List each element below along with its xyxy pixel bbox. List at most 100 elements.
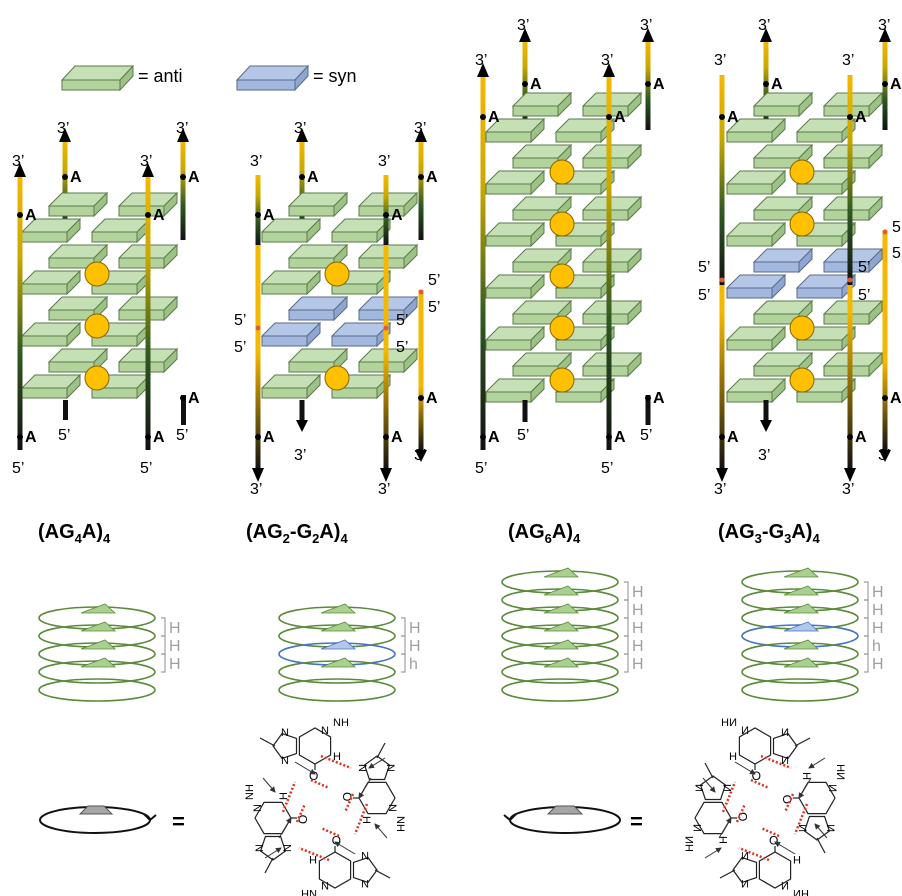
atom-N: N	[781, 727, 789, 739]
residue-dot	[17, 434, 23, 440]
atom-N: N	[722, 784, 734, 792]
strand-break-dot	[255, 325, 261, 331]
helix-plate	[543, 657, 580, 668]
arrowhead-icon	[415, 450, 427, 462]
residue-A: A	[426, 390, 438, 407]
residue-A: A	[855, 109, 867, 126]
syn-guanine-plate	[260, 321, 322, 348]
atom-NH: NH	[394, 816, 406, 832]
arrowhead-icon	[142, 163, 154, 177]
label-3prime: 3’	[842, 481, 854, 498]
label-3prime: 3’	[878, 17, 890, 34]
residue-dot	[480, 434, 486, 440]
atom-NH: NH	[301, 887, 317, 896]
atom-H: H	[333, 751, 341, 763]
strand-front-right	[383, 175, 389, 470]
metal-ion	[789, 211, 815, 237]
dipole-arrow	[718, 817, 732, 839]
strand-break-dot	[719, 277, 725, 283]
hydrogen-bond	[760, 826, 780, 838]
helix-bracket	[864, 617, 869, 637]
atom-N: N	[796, 824, 808, 832]
guanine-base: N N N O NH H	[684, 762, 750, 852]
residue-dot	[62, 174, 68, 180]
label-3prime: 3’	[250, 153, 262, 170]
residue-A: A	[614, 109, 626, 126]
residue-dot	[719, 114, 725, 120]
arrowhead-icon	[879, 28, 891, 42]
label-5prime: 5’	[58, 427, 70, 444]
residue-A: A	[727, 429, 739, 446]
strand-front-right	[606, 75, 612, 450]
label-5prime: 5’	[396, 312, 408, 329]
atom-N: N	[694, 784, 706, 792]
anti-guanine-plate	[581, 143, 643, 170]
atom-NH: NH	[244, 784, 256, 800]
ring-arrowhead-icon	[143, 813, 157, 821]
helix-plate	[783, 657, 820, 668]
metal-ion	[549, 367, 575, 393]
g-tetrad-structure-right: N N N O NH H N N N O NH H N N N O NH H N N N O NH H	[684, 717, 846, 896]
strand-break-dot	[847, 277, 853, 283]
residue-A: A	[771, 76, 783, 93]
helix-plate	[320, 621, 357, 632]
panel-titles: (AG4A)4 (AG2-G2A)4 (AG6A)4 (AG3-G3A)4	[38, 521, 820, 546]
residue-A: A	[188, 390, 200, 407]
anti-guanine-plate	[822, 91, 884, 118]
helix-turn-anti	[278, 678, 396, 702]
atom-N: N	[281, 755, 289, 767]
residue-A: A	[188, 169, 200, 186]
strand-stub	[763, 400, 769, 422]
atom-NH: NH	[333, 717, 349, 729]
residue-dot	[180, 395, 186, 401]
atom-O: O	[340, 792, 354, 801]
residue-dot	[847, 434, 853, 440]
label-5prime: 5’	[12, 460, 24, 477]
anti-guanine-plate	[484, 273, 546, 300]
residue-A: A	[614, 429, 626, 446]
label-5prime: 5’	[517, 427, 529, 444]
atom-N: N	[781, 755, 789, 767]
anti-guanine-plate	[47, 347, 109, 374]
arrowhead-icon	[879, 450, 891, 462]
helix-plate	[80, 639, 117, 650]
anti-guanine-plate	[511, 351, 573, 378]
anti-guanine-plate	[330, 217, 392, 244]
helix-rise-label: H	[169, 620, 181, 637]
arrowhead-icon	[14, 163, 26, 177]
hydrogen-bond	[735, 803, 747, 823]
label-5prime: 5’	[858, 259, 870, 276]
helix-plate	[80, 657, 117, 668]
anti-guanine-plate	[47, 191, 109, 218]
residue-dot	[255, 434, 261, 440]
label-5prime: 5’	[640, 427, 652, 444]
atom-O: O	[752, 769, 761, 783]
dipole-arrow	[294, 761, 316, 775]
anti-guanine-plate	[484, 169, 546, 196]
methyl-bond	[704, 762, 714, 779]
anti-guanine-plate	[484, 117, 546, 144]
strand-back-right	[418, 140, 424, 240]
dipole-arrow	[734, 761, 756, 775]
residue-dot	[606, 434, 612, 440]
label-3prime: 3’	[57, 120, 69, 137]
anti-guanine-plate	[90, 217, 152, 244]
label-3prime: 3’	[517, 17, 529, 34]
hydrogen-bond	[721, 781, 737, 813]
anti-guanine-plate	[725, 169, 787, 196]
syn-guanine-plate	[330, 321, 392, 348]
methyl-bond	[816, 837, 826, 854]
legend-anti-label: = anti	[138, 66, 183, 86]
residue-A: A	[855, 429, 867, 446]
atom-O: O	[736, 812, 750, 821]
residue-A: A	[307, 169, 319, 186]
dipole-arrow	[264, 847, 282, 859]
label-3prime: 3’	[414, 447, 426, 464]
helix-plate	[543, 621, 580, 632]
atom-O: O	[769, 833, 778, 847]
atom-H: H	[309, 853, 317, 865]
atom-N: N	[252, 804, 264, 812]
helix-plate	[80, 621, 117, 632]
helix-rise-label: H	[409, 620, 421, 637]
purine-five-ring	[272, 732, 298, 760]
